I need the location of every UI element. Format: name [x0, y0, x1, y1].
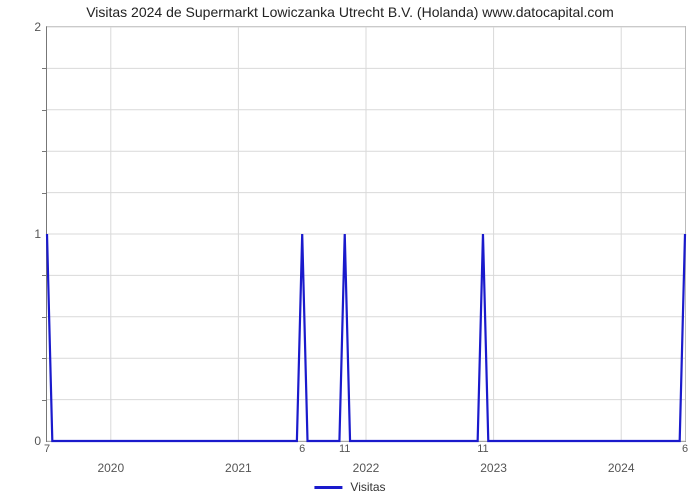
- y-minor-tick: [42, 110, 47, 111]
- x-tick-label: 2024: [608, 455, 635, 475]
- y-minor-tick: [42, 275, 47, 276]
- data-point-label: 11: [339, 443, 350, 455]
- y-minor-tick: [42, 317, 47, 318]
- data-point-label: 6: [682, 443, 688, 455]
- y-minor-tick: [42, 151, 47, 152]
- chart-title: Visitas 2024 de Supermarkt Lowiczanka Ut…: [0, 0, 700, 22]
- x-tick-label: 2020: [97, 455, 124, 475]
- x-tick-label: 2023: [480, 455, 507, 475]
- y-minor-tick: [42, 193, 47, 194]
- legend: Visitas: [314, 480, 385, 494]
- y-tick-label: 1: [34, 227, 47, 241]
- x-tick-label: 2021: [225, 455, 252, 475]
- x-tick-label: 2022: [353, 455, 380, 475]
- chart-svg: [47, 27, 685, 441]
- y-minor-tick: [42, 68, 47, 69]
- chart-container: Visitas 2024 de Supermarkt Lowiczanka Ut…: [0, 0, 700, 500]
- y-minor-tick: [42, 358, 47, 359]
- plot-outer: 012202020212022202320247611116: [46, 26, 686, 442]
- data-point-label: 11: [477, 443, 488, 455]
- y-tick-label: 2: [34, 20, 47, 34]
- legend-swatch: [314, 486, 342, 489]
- data-point-label: 6: [299, 443, 305, 455]
- plot-area: 012202020212022202320247611116: [46, 26, 686, 442]
- legend-label: Visitas: [350, 480, 385, 494]
- data-point-label: 7: [44, 443, 50, 455]
- y-minor-tick: [42, 400, 47, 401]
